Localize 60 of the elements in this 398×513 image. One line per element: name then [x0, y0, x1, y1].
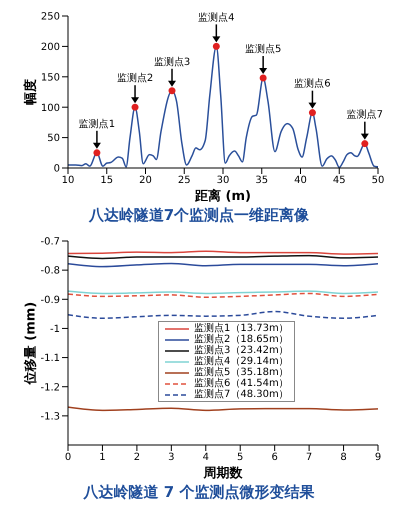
x-axis-title: 周期数 — [202, 466, 244, 481]
y-tick-label: -0.9 — [40, 294, 60, 306]
legend-label: 监测点3（23.42m） — [194, 345, 289, 356]
y-tick-label: 50 — [47, 133, 60, 144]
y-tick-label: 100 — [40, 102, 60, 114]
legend-label: 监测点2（18.65m） — [194, 334, 289, 345]
x-tick-label: 3 — [168, 452, 175, 464]
y-tick-label: 250 — [40, 12, 60, 23]
point — [260, 74, 267, 82]
annotation: 监测点2 — [116, 72, 154, 84]
y-axis-title: 幅度 — [22, 79, 39, 105]
x-tick-label: 50 — [372, 175, 384, 186]
x-tick-label: 20 — [139, 175, 152, 186]
x-tick-label: 2 — [134, 452, 140, 464]
x-axis-title: 距离 (m) — [194, 188, 251, 204]
y-tick-label: -0.8 — [40, 266, 60, 277]
annotation: 监测点4 — [198, 11, 235, 24]
legend-label: 监测点5（35.18m） — [194, 367, 289, 378]
x-tick-label: 5 — [237, 452, 244, 464]
x-tick-label: 45 — [332, 175, 346, 186]
x-tick-label: 9 — [374, 452, 382, 464]
y-tick-label: 200 — [40, 42, 60, 53]
point — [212, 42, 220, 50]
y-tick-label: 0 — [54, 164, 60, 175]
x-tick-label: 10 — [62, 175, 74, 186]
x-tick-label: 4 — [202, 452, 209, 464]
text: 八达岭隧道7个监测点一维距离像 — [88, 206, 310, 225]
y-tick-label: -1.2 — [40, 382, 60, 394]
x-tick-label: 30 — [216, 175, 230, 186]
point — [132, 104, 139, 111]
x-tick-label: 35 — [255, 175, 268, 186]
point — [308, 109, 316, 116]
annotation: 监测点7 — [346, 108, 384, 121]
y-tick-label: -1 — [50, 324, 60, 335]
y-tick-label: 150 — [40, 72, 60, 84]
y-axis-title: 位移量 (mm) — [24, 302, 39, 386]
y-tick-label: -0.7 — [40, 236, 60, 248]
x-tick-label: 7 — [306, 452, 312, 464]
x-tick-label: 1 — [99, 452, 106, 464]
legend-label: 监测点6（41.54m） — [194, 378, 289, 389]
x-tick-label: 15 — [100, 175, 114, 186]
x-tick-label: 40 — [294, 175, 307, 186]
line-series — [68, 310, 378, 319]
annotation: 监测点5 — [244, 43, 282, 56]
legend-label: 监测点4（29.14m） — [194, 356, 289, 367]
point — [93, 149, 100, 156]
x-tick-label: 25 — [178, 175, 191, 186]
annotation: 监测点6 — [294, 78, 331, 90]
text: 八达岭隧道 7 个监测点微形变结果 — [82, 483, 316, 502]
annotation: 监测点1 — [78, 118, 116, 130]
point — [168, 87, 176, 94]
x-tick-label: 6 — [271, 452, 278, 464]
y-tick-label: -1.3 — [40, 411, 60, 422]
x-tick-label: 8 — [340, 452, 347, 464]
legend-label: 监测点7（48.30m） — [194, 389, 289, 400]
y-tick-label: -1.1 — [40, 353, 60, 364]
annotation: 监测点3 — [154, 56, 190, 68]
legend-label: 监测点1（13.73m） — [194, 323, 289, 334]
x-tick-label: 0 — [64, 452, 72, 464]
point — [361, 140, 368, 148]
